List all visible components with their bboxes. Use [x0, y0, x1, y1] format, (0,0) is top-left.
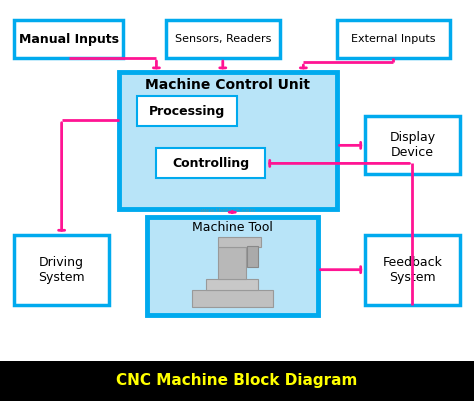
Text: Controlling: Controlling	[173, 157, 249, 170]
FancyBboxPatch shape	[118, 72, 337, 209]
Bar	[218, 237, 261, 247]
FancyBboxPatch shape	[14, 20, 123, 58]
FancyBboxPatch shape	[14, 235, 109, 305]
FancyBboxPatch shape	[365, 116, 460, 174]
Text: Sensors, Readers: Sensors, Readers	[174, 34, 271, 44]
Bar	[206, 279, 258, 290]
Text: Display
Device: Display Device	[389, 132, 436, 159]
Text: Driving
System: Driving System	[38, 256, 85, 284]
Text: www.thetech.com: www.thetech.com	[199, 208, 256, 213]
Text: Machine Control Unit: Machine Control Unit	[145, 78, 310, 92]
Bar	[192, 290, 273, 307]
FancyBboxPatch shape	[156, 148, 265, 178]
Text: External Inputs: External Inputs	[351, 34, 436, 44]
Bar	[218, 247, 246, 279]
Text: Processing: Processing	[149, 105, 225, 118]
FancyBboxPatch shape	[337, 20, 450, 58]
FancyBboxPatch shape	[365, 235, 460, 305]
Text: Feedback
System: Feedback System	[383, 256, 442, 284]
FancyBboxPatch shape	[137, 96, 237, 126]
FancyBboxPatch shape	[147, 217, 318, 315]
Bar	[0, 361, 474, 401]
FancyBboxPatch shape	[166, 20, 280, 58]
Text: Manual Inputs: Manual Inputs	[19, 32, 118, 46]
Text: CNC Machine Block Diagram: CNC Machine Block Diagram	[116, 373, 358, 389]
Text: Machine Tool: Machine Tool	[192, 221, 273, 233]
Bar	[247, 246, 258, 267]
